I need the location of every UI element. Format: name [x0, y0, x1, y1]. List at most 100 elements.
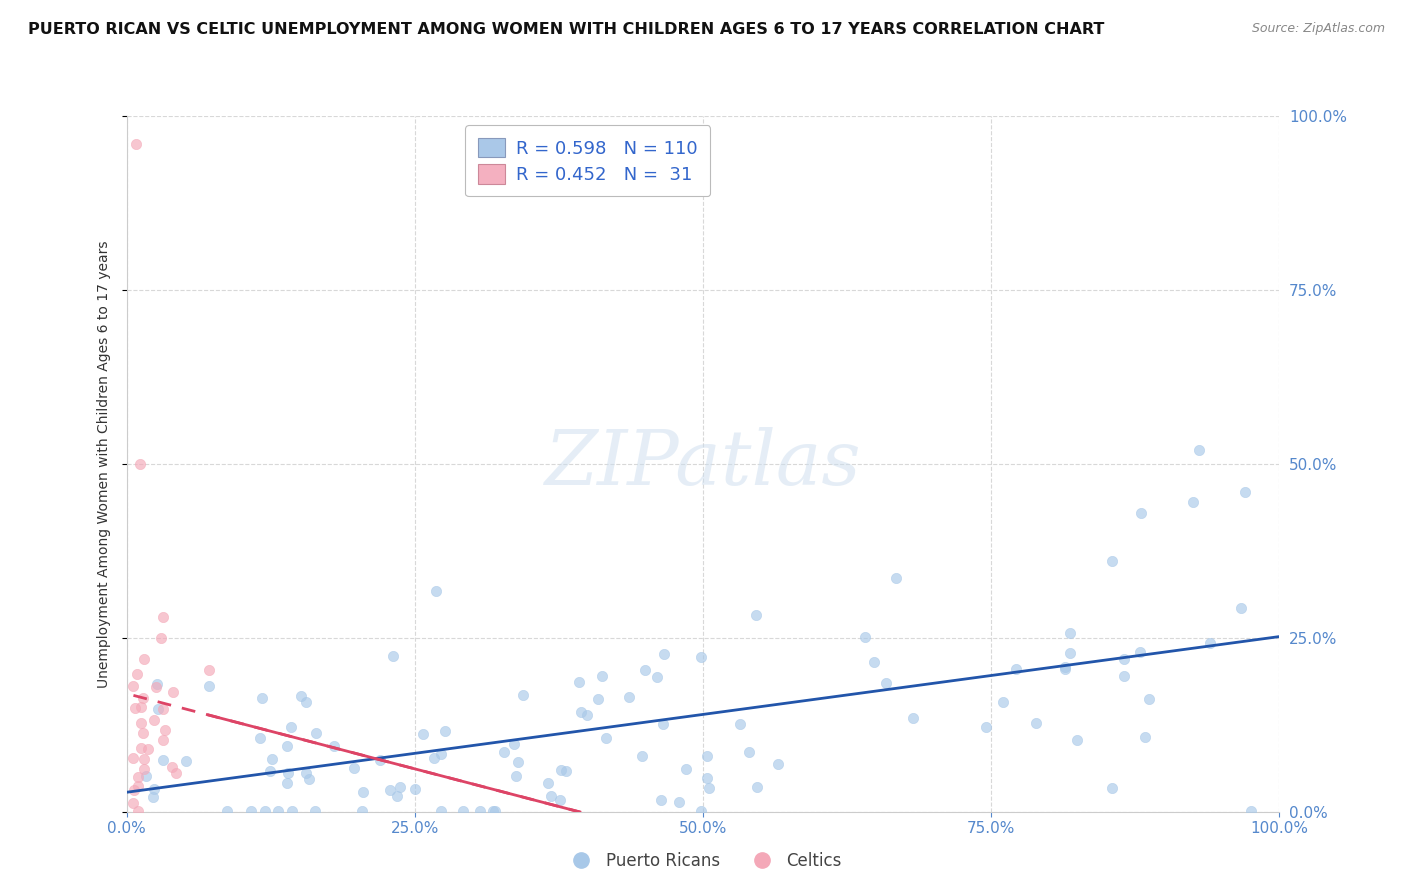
Point	[297, 772, 319, 786]
Point	[1182, 495, 1205, 509]
Point	[1199, 635, 1222, 649]
Point	[548, 792, 571, 806]
Point	[744, 607, 766, 622]
Point	[295, 695, 318, 709]
Point	[429, 747, 451, 761]
Point	[197, 663, 219, 677]
Point	[651, 716, 673, 731]
Point	[595, 731, 617, 746]
Point	[290, 690, 312, 704]
Point	[503, 737, 526, 751]
Point	[132, 762, 155, 776]
Point	[198, 679, 221, 693]
Point	[1005, 662, 1028, 676]
Text: ZIPatlas: ZIPatlas	[544, 427, 862, 500]
Point	[322, 739, 344, 754]
Point	[645, 670, 668, 684]
Point	[135, 769, 157, 783]
Point	[568, 674, 591, 689]
Point	[696, 771, 718, 785]
Point	[240, 804, 263, 818]
Point	[690, 650, 713, 665]
Point	[131, 716, 153, 731]
Point	[1129, 645, 1152, 659]
Point	[1230, 601, 1253, 615]
Point	[884, 571, 907, 585]
Point	[132, 726, 155, 740]
Point	[650, 793, 672, 807]
Point	[127, 779, 149, 793]
Point	[122, 680, 145, 694]
Point	[508, 755, 530, 769]
Point	[430, 804, 453, 818]
Point	[129, 741, 152, 756]
Point	[145, 681, 167, 695]
Legend: Puerto Ricans, Celtics: Puerto Ricans, Celtics	[557, 845, 849, 877]
Point	[217, 804, 239, 818]
Point	[631, 748, 654, 763]
Text: PUERTO RICAN VS CELTIC UNEMPLOYMENT AMONG WOMEN WITH CHILDREN AGES 6 TO 17 YEARS: PUERTO RICAN VS CELTIC UNEMPLOYMENT AMON…	[28, 22, 1105, 37]
Point	[1188, 442, 1211, 457]
Point	[260, 752, 283, 766]
Point	[136, 741, 159, 756]
Point	[142, 781, 165, 796]
Point	[690, 804, 713, 818]
Point	[569, 705, 592, 719]
Point	[132, 651, 155, 665]
Point	[468, 804, 491, 818]
Point	[617, 690, 640, 704]
Point	[745, 780, 768, 795]
Point	[1114, 652, 1136, 666]
Y-axis label: Unemployment Among Women with Children Ages 6 to 17 years: Unemployment Among Women with Children A…	[97, 240, 111, 688]
Point	[505, 768, 527, 782]
Point	[697, 781, 720, 796]
Point	[550, 763, 572, 777]
Point	[696, 749, 718, 764]
Point	[121, 796, 143, 810]
Point	[276, 776, 298, 790]
Point	[903, 711, 925, 725]
Point	[389, 780, 412, 795]
Point	[122, 750, 145, 764]
Point	[492, 745, 515, 759]
Point	[586, 692, 609, 706]
Point	[591, 669, 613, 683]
Point	[1137, 691, 1160, 706]
Point	[160, 760, 183, 774]
Point	[425, 583, 447, 598]
Point	[512, 688, 534, 702]
Point	[1025, 715, 1047, 730]
Point	[412, 726, 434, 740]
Point	[152, 702, 174, 716]
Point	[434, 724, 457, 739]
Point	[668, 795, 690, 809]
Point	[129, 700, 152, 714]
Point	[1130, 506, 1153, 520]
Point	[294, 765, 316, 780]
Text: Source: ZipAtlas.com: Source: ZipAtlas.com	[1251, 22, 1385, 36]
Point	[654, 648, 676, 662]
Point	[382, 649, 405, 664]
Point	[142, 789, 165, 804]
Point	[277, 766, 299, 780]
Point	[127, 804, 149, 818]
Point	[738, 745, 761, 759]
Point	[540, 789, 562, 803]
Point	[1066, 732, 1088, 747]
Point	[125, 136, 148, 151]
Point	[976, 720, 998, 734]
Point	[280, 720, 302, 734]
Point	[875, 676, 897, 690]
Point	[132, 690, 155, 705]
Point	[254, 804, 277, 818]
Point	[146, 677, 169, 691]
Point	[281, 804, 304, 818]
Point	[304, 804, 326, 818]
Point	[142, 713, 165, 727]
Point	[862, 655, 884, 669]
Point	[537, 776, 560, 790]
Point	[152, 733, 174, 747]
Point	[1059, 646, 1081, 660]
Point	[152, 753, 174, 767]
Point	[149, 631, 172, 645]
